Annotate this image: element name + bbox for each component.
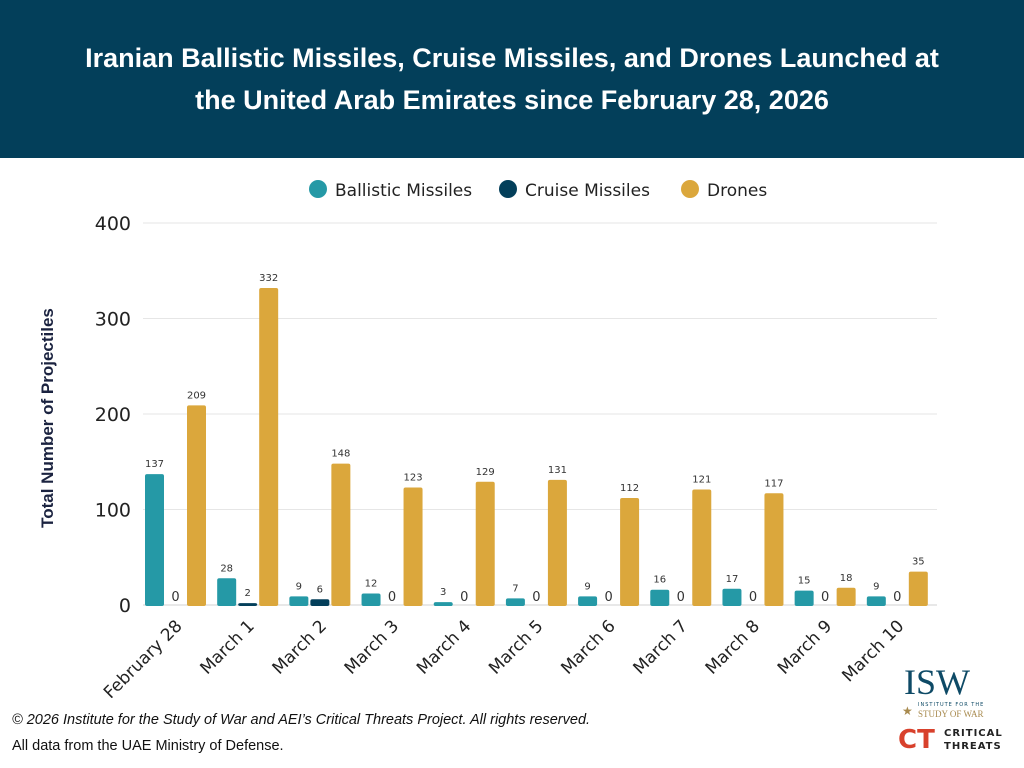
isw-wordmark: ISW xyxy=(904,662,970,702)
chart-title: Iranian Ballistic Missiles, Cruise Missi… xyxy=(85,43,939,115)
bar-0 xyxy=(505,598,525,606)
bar-0 xyxy=(361,593,381,606)
bar-0 xyxy=(145,474,164,606)
legend-marker-1 xyxy=(499,180,517,198)
bar-2 xyxy=(620,498,640,606)
y-tick-label: 100 xyxy=(95,500,131,522)
x-tick-label: March 6 xyxy=(557,616,619,678)
bar-0 xyxy=(794,590,814,606)
y-tick-label: 0 xyxy=(119,595,131,617)
data-label: 0 xyxy=(171,590,179,605)
bar-1 xyxy=(310,599,330,606)
isw-logo: ISW ★ INSTITUTE FOR THE STUDY OF WAR xyxy=(898,664,1020,722)
data-label: 16 xyxy=(653,575,666,586)
y-axis-label: Total Number of Projectiles xyxy=(38,308,57,528)
data-label: 12 xyxy=(365,579,378,590)
bar-0 xyxy=(650,589,670,606)
x-tick-label: March 2 xyxy=(269,616,331,678)
data-label: 123 xyxy=(403,473,422,484)
data-label: 28 xyxy=(220,563,233,574)
ct-word-2: THREATS xyxy=(944,741,1002,752)
data-label: 3 xyxy=(440,587,446,598)
data-label: 9 xyxy=(873,581,879,592)
critical-threats-logo: CT CRITICAL THREATS xyxy=(898,726,1020,758)
data-label: 148 xyxy=(331,449,350,460)
ct-word-1: CRITICAL xyxy=(944,728,1003,739)
ct-mark: CT xyxy=(898,725,935,755)
data-label: 0 xyxy=(532,590,540,605)
bar-1 xyxy=(238,603,258,606)
x-tick-label: March 1 xyxy=(196,616,258,678)
isw-subtitle-1: INSTITUTE FOR THE xyxy=(918,702,985,708)
bar-0 xyxy=(866,596,886,606)
bar-0 xyxy=(722,588,742,606)
y-tick-label: 300 xyxy=(95,309,131,331)
data-label: 0 xyxy=(460,590,468,605)
bar-2 xyxy=(836,587,856,606)
bar-2 xyxy=(259,287,279,606)
source-text: All data from the UAE Ministry of Defens… xyxy=(12,738,284,754)
data-label: 129 xyxy=(476,467,495,478)
x-tick-label: March 4 xyxy=(413,616,475,678)
bar-2 xyxy=(692,489,712,606)
data-label: 131 xyxy=(548,465,567,476)
data-label: 112 xyxy=(620,483,639,494)
logos: ISW ★ INSTITUTE FOR THE STUDY OF WAR CT … xyxy=(898,664,1020,758)
bar-2 xyxy=(547,479,567,606)
data-label: 9 xyxy=(296,581,302,592)
legend-label-0: Ballistic Missiles xyxy=(335,181,472,201)
x-tick-label: March 3 xyxy=(341,616,403,678)
bar-2 xyxy=(403,487,423,606)
data-label: 2 xyxy=(244,588,250,599)
bar-2 xyxy=(331,463,351,606)
bar-2 xyxy=(187,405,206,606)
legend-marker-2 xyxy=(681,180,699,198)
data-label: 0 xyxy=(604,590,612,605)
bar-2 xyxy=(475,481,495,606)
star-icon: ★ xyxy=(902,704,913,718)
data-label: 0 xyxy=(893,590,901,605)
legend-marker-0 xyxy=(309,180,327,198)
data-label: 332 xyxy=(259,273,278,284)
y-tick-label: 400 xyxy=(95,213,131,235)
bar-0 xyxy=(289,596,309,606)
data-label: 0 xyxy=(677,590,685,605)
bar-2 xyxy=(764,493,784,606)
data-label: 15 xyxy=(798,576,811,587)
data-label: 209 xyxy=(187,390,206,401)
x-tick-label: February 28 xyxy=(100,616,187,698)
data-label: 117 xyxy=(764,478,783,489)
x-tick-label: March 9 xyxy=(774,616,836,678)
data-label: 121 xyxy=(692,474,711,485)
bar-2 xyxy=(908,571,928,606)
legend-label-1: Cruise Missiles xyxy=(525,181,650,201)
x-tick-label: March 5 xyxy=(485,616,547,678)
data-label: 7 xyxy=(512,583,518,594)
data-label: 17 xyxy=(726,574,739,585)
data-label: 6 xyxy=(317,584,323,595)
copyright-text: © 2026 Institute for the Study of War an… xyxy=(12,712,591,728)
data-label: 137 xyxy=(145,459,164,470)
data-label: 0 xyxy=(821,590,829,605)
bar-0 xyxy=(433,602,453,606)
x-tick-label: March 8 xyxy=(702,616,764,678)
bar-0 xyxy=(217,578,237,606)
data-label: 0 xyxy=(388,590,396,605)
y-tick-label: 200 xyxy=(95,404,131,426)
bar-0 xyxy=(578,596,598,606)
title-banner: Iranian Ballistic Missiles, Cruise Missi… xyxy=(0,0,1024,158)
data-label: 0 xyxy=(749,590,757,605)
isw-subtitle-2: STUDY OF WAR xyxy=(918,709,984,719)
data-label: 9 xyxy=(584,581,590,592)
data-label: 35 xyxy=(912,557,925,568)
x-tick-label: March 7 xyxy=(630,616,692,678)
legend-label-2: Drones xyxy=(707,181,767,201)
data-label: 18 xyxy=(840,573,853,584)
